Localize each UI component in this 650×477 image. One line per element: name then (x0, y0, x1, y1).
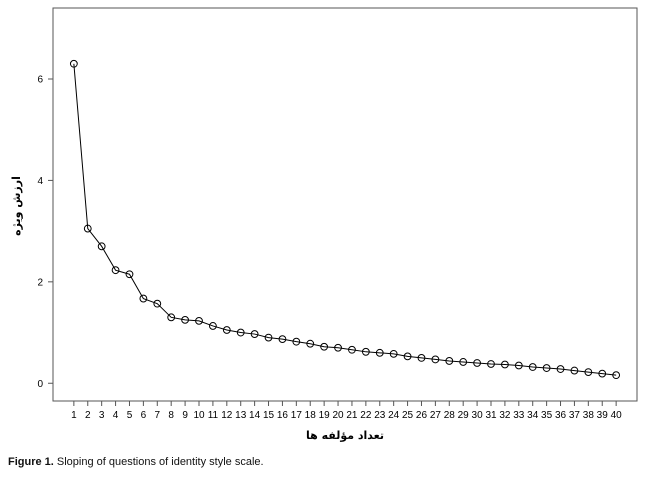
x-tick-label: 10 (193, 410, 205, 421)
data-point (153, 299, 162, 308)
data-point (361, 347, 370, 356)
x-tick-label: 25 (402, 410, 414, 421)
x-tick-label: 6 (141, 410, 147, 421)
x-tick-label: 30 (472, 410, 484, 421)
x-tick-label: 20 (332, 410, 344, 421)
y-tick-label: 6 (37, 74, 43, 85)
data-point (431, 355, 440, 364)
data-point (598, 369, 607, 378)
x-tick-label: 5 (127, 410, 133, 421)
series-polyline (73, 63, 617, 376)
data-point (167, 313, 176, 322)
x-tick-label: 34 (527, 410, 539, 421)
data-point (514, 361, 523, 370)
y-tick-label: 4 (37, 176, 43, 187)
data-point (264, 333, 273, 342)
y-tick-label: 0 (37, 379, 43, 390)
x-tick-label: 32 (499, 410, 511, 421)
data-point (501, 360, 509, 369)
data-point (417, 353, 426, 362)
data-point (83, 224, 92, 233)
x-tick-label: 13 (235, 410, 247, 421)
data-point (556, 365, 565, 373)
data-point (570, 366, 579, 375)
x-tick-label: 18 (305, 410, 317, 421)
data-point (320, 342, 329, 351)
data-point (236, 328, 245, 337)
x-tick-label: 35 (541, 410, 553, 421)
x-tick-label: 1 (71, 410, 77, 421)
x-tick-label: 33 (513, 410, 525, 421)
data-point (389, 349, 398, 358)
x-tick-label: 36 (555, 410, 567, 421)
data-point (125, 270, 134, 279)
x-tick-label: 17 (291, 410, 303, 421)
data-point (69, 59, 78, 68)
data-point (306, 339, 315, 348)
y-axis-title: ارزش ویژه (10, 176, 23, 236)
x-tick-label: 4 (113, 410, 119, 421)
x-tick-label: 37 (569, 410, 581, 421)
figure-caption: Figure 1. Sloping of questions of identi… (8, 456, 264, 468)
x-tick-label: 23 (374, 410, 386, 421)
x-tick-label: 19 (319, 410, 331, 421)
x-tick-label: 38 (583, 410, 595, 421)
data-point (375, 348, 384, 357)
data-point (278, 335, 287, 344)
caption-label: Figure 1. (8, 456, 54, 468)
data-point (542, 364, 551, 372)
x-tick-label: 24 (388, 410, 400, 421)
x-axis: 1 2 3 4 5 6 7 8 9 10 11 12 13 14 15 16 17 18 19 20 21 22 23 24 2… (71, 401, 622, 421)
y-axis: 0 2 4 6 (37, 74, 53, 390)
data-point (445, 357, 454, 365)
data-point (250, 330, 259, 338)
x-tick-label: 11 (208, 410, 219, 421)
data-point (459, 358, 468, 366)
x-tick-label: 21 (346, 410, 358, 421)
x-tick-label: 28 (444, 410, 456, 421)
x-tick-label: 15 (263, 410, 275, 421)
data-point (584, 368, 593, 376)
data-point (334, 343, 342, 352)
data-point (195, 316, 203, 325)
data-point (97, 242, 106, 251)
data-point (348, 345, 356, 354)
x-tick-label: 3 (99, 410, 105, 421)
x-tick-label: 26 (416, 410, 428, 421)
x-tick-label: 27 (430, 410, 442, 421)
x-axis-title: تعداد مؤلفه ها (306, 429, 384, 442)
plot-area (52, 7, 638, 402)
data-point (181, 315, 189, 324)
x-tick-label: 29 (458, 410, 470, 421)
caption-text: Sloping of questions of identity style s… (53, 456, 264, 468)
data-point (473, 359, 481, 367)
x-tick-label: 39 (597, 410, 609, 421)
x-tick-label: 9 (182, 410, 188, 421)
y-tick-label: 2 (37, 277, 43, 288)
data-point (139, 294, 148, 303)
x-tick-label: 22 (360, 410, 372, 421)
data-point (292, 337, 301, 346)
data-points (69, 59, 621, 380)
x-tick-label: 31 (485, 410, 497, 421)
data-point (111, 266, 120, 275)
x-tick-label: 7 (155, 410, 161, 421)
x-tick-label: 14 (249, 410, 261, 421)
data-point (528, 363, 537, 371)
data-point (222, 326, 231, 334)
x-tick-label: 2 (85, 410, 91, 421)
data-point (612, 371, 621, 380)
data-point (487, 360, 495, 368)
x-tick-label: 40 (611, 410, 623, 421)
data-point (209, 322, 217, 330)
series-line (73, 63, 617, 376)
x-tick-label: 16 (277, 410, 289, 421)
x-tick-label: 12 (221, 410, 233, 421)
x-tick-label: 8 (168, 410, 174, 421)
data-point (403, 352, 412, 361)
